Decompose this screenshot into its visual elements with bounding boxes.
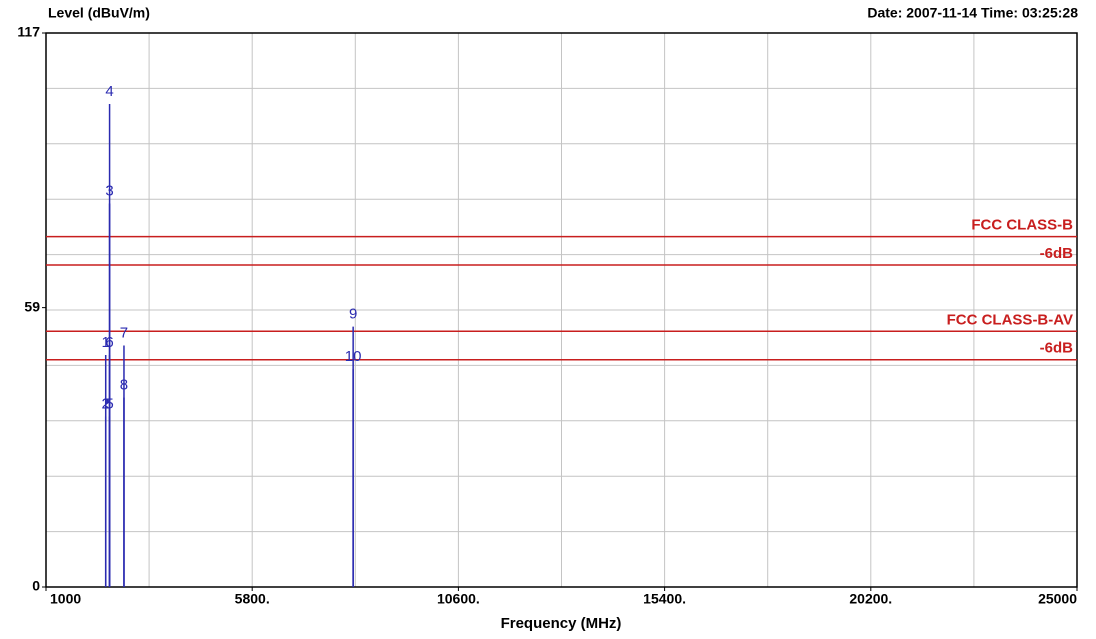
x-tick-label: 5800. [235, 591, 270, 607]
x-tick-label: 15400. [643, 591, 686, 607]
y-tick-label: 59 [24, 298, 40, 314]
date-time: Date: 2007-11-14 Time: 03:25:28 [867, 5, 1078, 21]
marker-label: 7 [120, 324, 128, 341]
y-tick-label: 117 [17, 24, 40, 40]
limit-label: -6dB [1040, 245, 1074, 262]
x-tick-label: 10600. [437, 591, 480, 607]
y-tick-label: 0 [32, 578, 40, 594]
limit-label: -6dB [1040, 340, 1074, 357]
marker-label: 10 [345, 348, 362, 365]
limit-label: FCC CLASS-B-AV [947, 311, 1073, 328]
plot-border [45, 32, 1078, 588]
marker-label: 8 [120, 377, 128, 394]
x-axis-title: Frequency (MHz) [501, 615, 622, 632]
marker-label: 2 [102, 396, 110, 413]
y-axis-title: Level (dBuV/m) [48, 5, 150, 21]
x-tick-label: 20200. [849, 591, 892, 607]
marker-label: 6 [105, 334, 113, 351]
limit-label: FCC CLASS-B [971, 217, 1073, 234]
marker-label: 9 [349, 306, 357, 323]
x-tick-label: 1000 [50, 591, 81, 607]
marker-label: 4 [105, 83, 113, 100]
marker-label: 1 [102, 334, 110, 351]
x-tick-label: 25000 [1038, 591, 1077, 607]
